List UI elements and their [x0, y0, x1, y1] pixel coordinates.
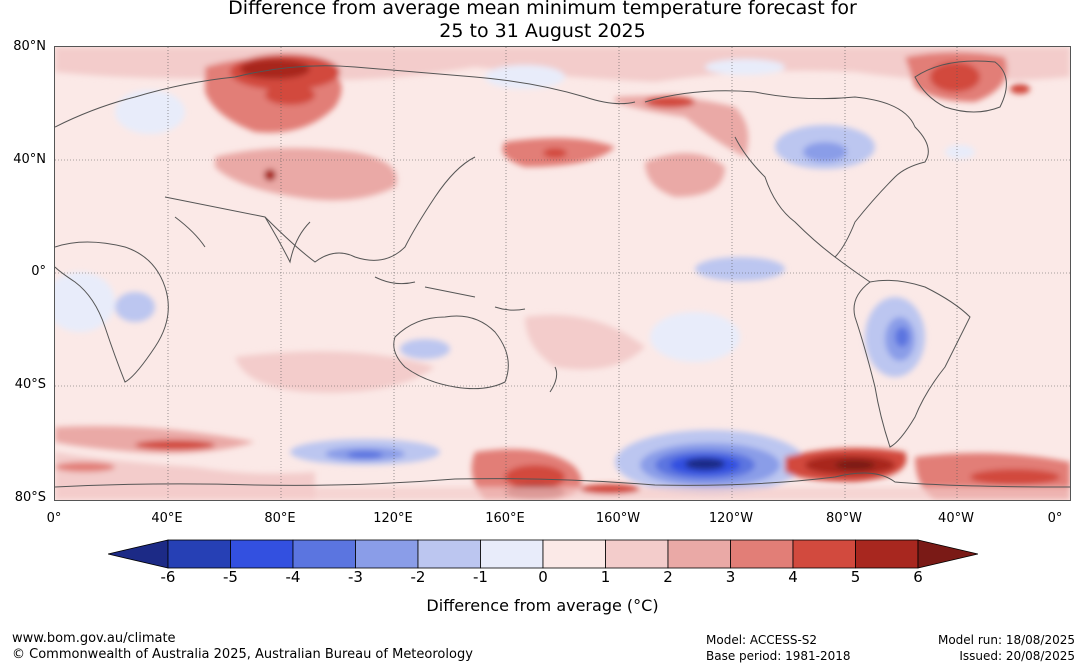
lon-label-0-left: 0°: [46, 511, 62, 526]
coastlines: [55, 60, 1070, 488]
anomaly-map: [54, 46, 1071, 501]
colorbar-extend-low: [108, 539, 169, 569]
footer-model: Model: ACCESS-S2: [706, 633, 818, 647]
colorbar-cell: [292, 539, 356, 569]
lon-label-120e: 120°E: [373, 511, 413, 526]
graticule: [55, 47, 1070, 500]
colorbar-cell: [167, 539, 231, 569]
lon-label-80e: 80°E: [264, 511, 296, 526]
colorbar-cell: [855, 539, 919, 569]
colorbar-label: Difference from average (°C): [426, 596, 659, 615]
colorbar-tick-label: 4: [788, 568, 798, 586]
colorbar-tick-label: 3: [725, 568, 736, 586]
colorbar-tick-label: 5: [850, 568, 861, 586]
colorbar: [108, 539, 978, 569]
colorbar-tick-label: -1: [473, 568, 488, 586]
colorbar-cells: [108, 539, 978, 569]
lon-label-80w: 80°W: [826, 511, 862, 526]
lon-label-120w: 120°W: [708, 511, 754, 526]
colorbar-tick-label: -3: [348, 568, 363, 586]
colorbar-cell: [230, 539, 294, 569]
lat-label-80s: 80°S: [14, 490, 46, 505]
lon-label-160e: 160°E: [485, 511, 525, 526]
lat-label-80n: 80°N: [13, 39, 46, 54]
colorbar-tick-label: 6: [913, 568, 923, 586]
lon-label-40e: 40°E: [151, 511, 183, 526]
colorbar-cell: [480, 539, 544, 569]
colorbar-cell: [792, 539, 856, 569]
colorbar-tick-label: 1: [600, 568, 611, 586]
lat-label-40s: 40°S: [14, 377, 46, 392]
footer-issued: Issued: 20/08/2025: [959, 649, 1075, 663]
anomaly-fields: [55, 47, 1070, 500]
colorbar-tick-label: 0: [538, 568, 548, 586]
lat-label-0: 0°: [31, 264, 46, 279]
colorbar-cell: [667, 539, 731, 569]
colorbar-tick-label: 2: [663, 568, 673, 586]
footer-copyright: © Commonwealth of Australia 2025, Austra…: [12, 647, 473, 662]
colorbar-cell: [542, 539, 606, 569]
colorbar-cell: [355, 539, 419, 569]
colorbar-cell: [605, 539, 669, 569]
footer-model-run: Model run: 18/08/2025: [937, 633, 1075, 647]
colorbar-cell: [417, 539, 481, 569]
colorbar-tick-label: -5: [223, 568, 238, 586]
lon-label-0-right: 0°: [1047, 511, 1063, 526]
colorbar-tick-label: -6: [160, 568, 176, 586]
lat-label-40n: 40°N: [13, 152, 46, 167]
colorbar-tick-label: -4: [285, 568, 301, 586]
lon-label-160w: 160°W: [595, 511, 641, 526]
colorbar-tick-label: -2: [410, 568, 426, 586]
map-title-line1: Difference from average mean minimum tem…: [228, 0, 857, 19]
colorbar-cell: [730, 539, 794, 569]
colorbar-extend-high: [917, 539, 978, 569]
map-title-line2: 25 to 31 August 2025: [439, 20, 646, 42]
footer-url[interactable]: www.bom.gov.au/climate: [12, 631, 176, 646]
lon-label-40w: 40°W: [938, 511, 974, 526]
anomaly-map-svg: [55, 47, 1070, 500]
footer-base-period: Base period: 1981-2018: [706, 649, 851, 663]
